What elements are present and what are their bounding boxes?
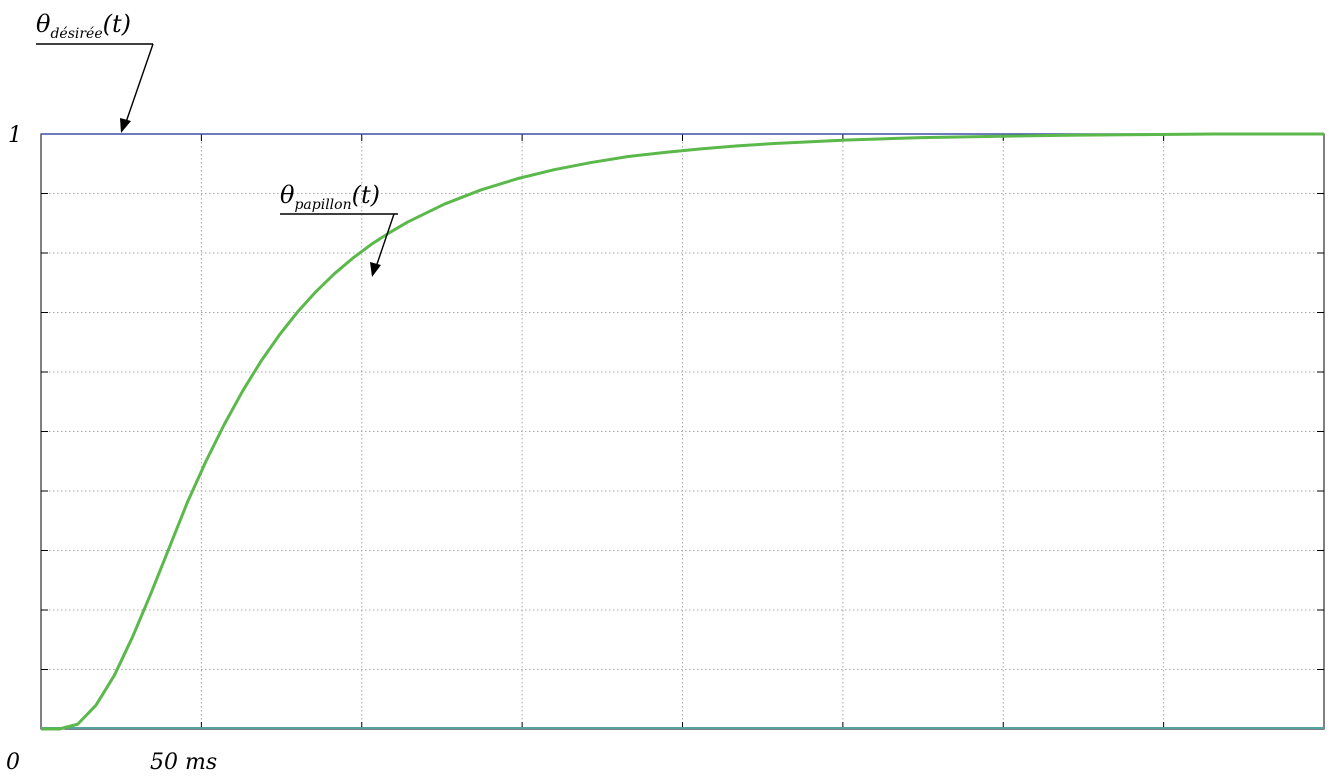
annotation-papillon-arrowhead	[370, 262, 381, 277]
series-lines	[41, 132, 1324, 731]
annotation-desiree-symbol: θ	[36, 10, 51, 38]
annotation-papillon-label: θpapillon(t)	[280, 181, 380, 213]
annotation-papillon: θpapillon(t)	[280, 181, 398, 277]
x-tick-label-origin: 0	[6, 750, 20, 775]
y-tick-label-one: 1	[8, 123, 22, 148]
annotation-papillon-suffix: (t)	[352, 181, 380, 209]
annotation-desiree-arrow	[123, 43, 154, 129]
annotation-papillon-symbol: θ	[280, 181, 295, 209]
annotation-desiree-arrowhead	[120, 118, 131, 133]
annotation-desiree-label: θdésirée(t)	[36, 10, 131, 42]
annotation-desiree-suffix: (t)	[103, 10, 131, 38]
grid-lines	[41, 134, 1324, 729]
annotation-papillon-subscript: papillon	[294, 197, 351, 213]
x-tick-label-50ms: 50 ms	[150, 750, 217, 775]
annotation-papillon-arrow	[374, 213, 395, 271]
annotation-desiree-subscript: désirée	[50, 26, 102, 42]
annotation-desiree: θdésirée(t)	[36, 10, 154, 133]
series-line-papillon	[41, 132, 1324, 731]
